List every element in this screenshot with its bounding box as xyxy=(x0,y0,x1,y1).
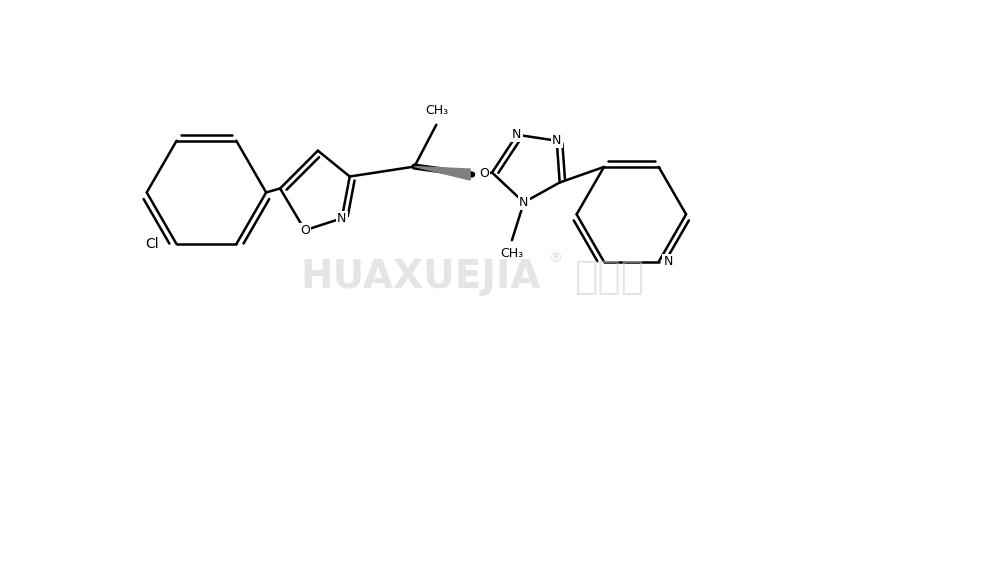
Text: ®: ® xyxy=(548,252,562,266)
Text: N: N xyxy=(519,196,529,209)
Text: O: O xyxy=(300,224,310,237)
Text: O: O xyxy=(479,167,489,180)
Text: N: N xyxy=(663,255,673,268)
Text: CH₃: CH₃ xyxy=(500,247,524,260)
Text: HUAXUEJIA: HUAXUEJIA xyxy=(300,258,541,296)
Text: CH₃: CH₃ xyxy=(425,104,449,117)
Text: 化学加: 化学加 xyxy=(575,258,644,296)
Text: N: N xyxy=(512,128,522,141)
Text: N: N xyxy=(552,134,562,147)
Text: N: N xyxy=(337,212,347,225)
Text: Cl: Cl xyxy=(145,237,158,251)
Polygon shape xyxy=(414,167,470,180)
